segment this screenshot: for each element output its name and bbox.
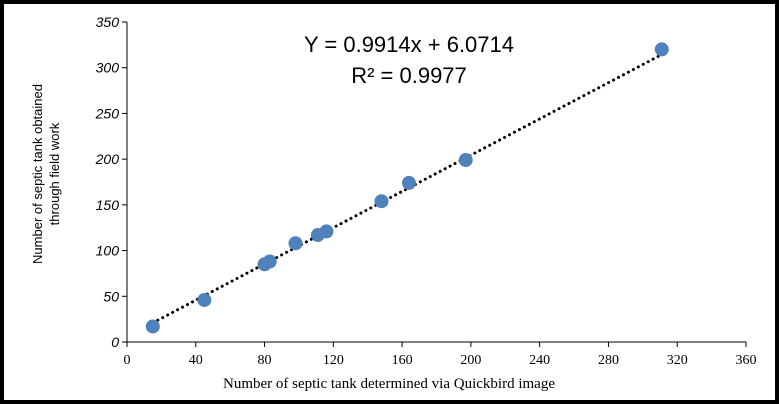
y-tick-label: 100 <box>96 243 120 259</box>
y-axis-label-line-1: Number of septic tank obtained <box>30 84 45 264</box>
data-point <box>145 319 160 334</box>
x-axis-label: Number of septic tank determined via Qui… <box>223 376 555 392</box>
y-axis-label-line-2: through field work <box>47 122 62 225</box>
y-tick-label: 150 <box>96 197 120 213</box>
data-point <box>458 153 473 168</box>
x-tick-label: 160 <box>392 353 413 368</box>
scatter-chart: 0 50 100 150 200 250 300 350 0 40 80 120 160 200 240 2… <box>30 14 757 392</box>
trendline <box>151 53 664 325</box>
data-point <box>262 254 277 269</box>
y-tick-label: 250 <box>95 105 120 121</box>
regression-equation: Y = 0.9914x + 6.0714 <box>304 32 514 57</box>
axes <box>126 22 746 343</box>
x-tick-label: 200 <box>460 353 481 368</box>
data-point <box>197 292 212 307</box>
y-tick-label: 200 <box>95 151 120 167</box>
data-point <box>401 175 416 190</box>
x-tick-label: 360 <box>736 353 757 368</box>
x-axis-ticks: 0 40 80 120 160 200 240 280 320 360 <box>124 342 757 368</box>
x-tick-label: 280 <box>598 353 619 368</box>
y-axis-ticks: 0 50 100 150 200 250 300 350 <box>95 14 127 350</box>
chart-frame: 0 50 100 150 200 250 300 350 0 40 80 120 160 200 240 2… <box>4 4 775 400</box>
data-point <box>654 42 669 57</box>
y-tick-label: 300 <box>96 60 120 76</box>
data-point <box>288 236 303 251</box>
y-tick-label: 350 <box>96 14 120 30</box>
x-tick-label: 40 <box>189 353 203 368</box>
x-tick-label: 320 <box>667 353 688 368</box>
trendline-group <box>151 53 664 325</box>
r-squared-label: R² = 0.9977 <box>351 63 467 88</box>
data-point <box>374 194 389 209</box>
y-tick-label: 50 <box>103 288 119 304</box>
x-tick-label: 0 <box>124 353 131 368</box>
x-tick-label: 240 <box>529 353 550 368</box>
data-point <box>319 224 334 239</box>
x-tick-label: 80 <box>258 353 272 368</box>
x-tick-label: 120 <box>323 353 344 368</box>
y-tick-label: 0 <box>111 334 119 350</box>
data-points <box>145 42 669 334</box>
